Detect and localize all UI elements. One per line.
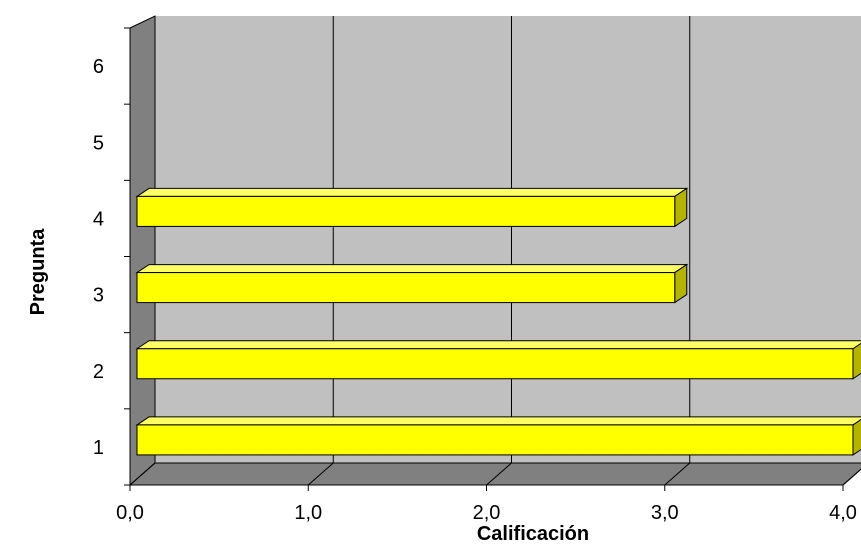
- back-wall: [155, 16, 861, 463]
- floor-gridline: [307, 462, 334, 486]
- floor-gridline: [664, 462, 691, 486]
- y-axis-label: Pregunta: [27, 228, 49, 316]
- y-tick-labels: 1 2 3 4 5 6: [93, 56, 104, 459]
- bar-top: [135, 264, 689, 274]
- x-tick-label: 4,0: [829, 502, 857, 524]
- x-tick-label: 2,0: [473, 502, 501, 524]
- bar: [135, 187, 689, 228]
- y-tick-label: 3: [93, 285, 104, 307]
- bar: [135, 340, 861, 380]
- bar: [135, 416, 861, 456]
- bars: [135, 187, 861, 456]
- floor-gridline: [486, 462, 512, 486]
- x-tick-label: 3,0: [651, 502, 679, 524]
- floor-gridline: [129, 462, 156, 486]
- side-wall: [129, 15, 156, 487]
- y-tick-label: 6: [93, 56, 104, 78]
- bar: [135, 263, 689, 304]
- bar-front: [136, 195, 676, 227]
- axes: [124, 27, 844, 491]
- y-tick-label: 1: [93, 437, 104, 459]
- bar-top: [135, 340, 861, 350]
- bar-top: [135, 187, 689, 197]
- y-tick-label: 2: [93, 361, 104, 383]
- gridlines: [129, 16, 861, 486]
- floor: [128, 462, 861, 486]
- bar-front: [136, 348, 854, 380]
- y-tick-label: 4: [93, 208, 104, 230]
- bar-front: [136, 424, 854, 456]
- x-tick-label: 1,0: [294, 502, 322, 524]
- bar-top: [135, 416, 861, 426]
- x-tick-label: 0,0: [116, 502, 144, 524]
- y-tick-label: 5: [93, 132, 104, 154]
- x-tick-labels: 0,0 1,0 2,0 3,0 4,0: [116, 502, 857, 524]
- x-axis-label: Calificación: [477, 523, 589, 545]
- chart-walls: [128, 15, 861, 487]
- bar-front: [136, 272, 676, 304]
- floor-gridline: [842, 468, 861, 486]
